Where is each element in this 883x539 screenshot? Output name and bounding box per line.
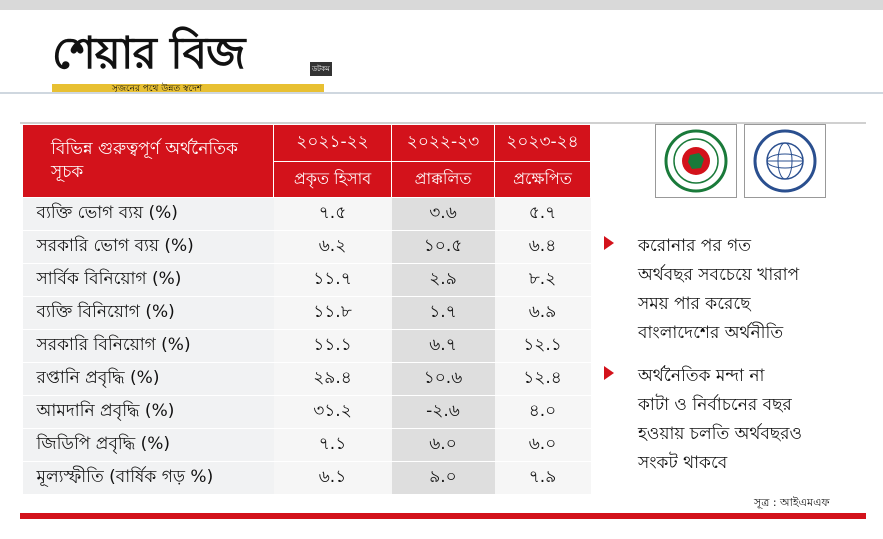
table-row: ব্যক্তি বিনিয়োগ (%) ১১.৮ ১.৭ ৬.৯	[22, 296, 591, 330]
key-point-text: করোনার পর গত অর্থবছর সবচেয়ে খারাপ সময় …	[638, 236, 800, 343]
table-row: রপ্তানি প্রবৃদ্ধি (%) ২৯.৪ ১০.৬ ১২.৪	[22, 362, 591, 396]
logo-tagline: সৃজনের পথে উন্নত স্বদেশ	[112, 84, 203, 94]
logo-underline-bar	[52, 84, 324, 94]
cell-value: -২.৬	[391, 395, 495, 429]
key-point-text: অর্থনৈতিক মন্দা না কাটা ও নির্বাচনের বছর…	[638, 366, 803, 473]
cell-value: ১.৭	[391, 296, 495, 330]
cell-value: ৬.৯	[494, 296, 591, 330]
cell-value: ১১.১	[273, 329, 392, 363]
row-label: রপ্তানি প্রবৃদ্ধি (%)	[22, 362, 274, 396]
top-strip	[0, 0, 883, 10]
row-label: ব্যক্তি ভোগ ব্যয় (%)	[22, 197, 274, 231]
cell-value: ৬.০	[391, 428, 495, 462]
cell-value: ৯.০	[391, 461, 495, 495]
year-header: ২০২৩-২৪	[494, 124, 591, 162]
table-row: মূল্যস্ফীতি (বার্ষিক গড় %) ৬.১ ৯.০ ৭.৯	[22, 461, 591, 495]
cell-value: ৮.২	[494, 263, 591, 297]
row-label: সরকারি বিনিয়োগ (%)	[22, 329, 274, 363]
site-logo[interactable]: শেয়ার বিজ ডটকম সৃজনের পথে উন্নত স্বদেশ	[52, 28, 332, 96]
table-header-row: বিভিন্ন গুরুত্বপূর্ণ অর্থনৈতিক সূচক ২০২১…	[22, 124, 591, 198]
table-row: ব্যক্তি ভোগ ব্যয় (%) ৭.৫ ৩.৬ ৫.৭	[22, 197, 591, 231]
cell-value: ৪.০	[494, 395, 591, 429]
source-note: সূত্র : আইএমএফ	[754, 496, 830, 509]
header-divider	[0, 92, 883, 94]
cell-value: ৬.১	[273, 461, 392, 495]
cell-value: ৩.৬	[391, 197, 495, 231]
cell-value: ১১.৮	[273, 296, 392, 330]
subheader: প্রকৃত হিসাব	[273, 161, 392, 198]
imf-seal-icon	[753, 129, 817, 193]
cell-value: ১১.৭	[273, 263, 392, 297]
table-row: আমদানি প্রবৃদ্ধি (%) ৩১.২ -২.৬ ৪.০	[22, 395, 591, 429]
imf-emblem	[744, 124, 826, 198]
subheader: প্রক্ষেপিত	[494, 161, 591, 198]
cell-value: ১২.৪	[494, 362, 591, 396]
year-header: ২০২২-২৩	[391, 124, 495, 162]
table-row: জিডিপি প্রবৃদ্ধি (%) ৭.১ ৬.০ ৬.০	[22, 428, 591, 462]
cell-value: ৬.৭	[391, 329, 495, 363]
key-point: করোনার পর গত অর্থবছর সবচেয়ে খারাপ সময় …	[600, 232, 850, 348]
cell-value: ৭.১	[273, 428, 392, 462]
cell-value: ১০.৫	[391, 230, 495, 264]
row-label: আমদানি প্রবৃদ্ধি (%)	[22, 395, 274, 429]
row-label: সরকারি ভোগ ব্যয় (%)	[22, 230, 274, 264]
logo-wordmark: শেয়ার বিজ	[52, 28, 246, 79]
table-header-label: বিভিন্ন গুরুত্বপূর্ণ অর্থনৈতিক সূচক	[22, 124, 274, 198]
bullet-arrow-icon	[604, 236, 614, 250]
bangladesh-govt-seal-icon	[664, 129, 728, 193]
year-header: ২০২১-২২	[273, 124, 392, 162]
key-points: করোনার পর গত অর্থবছর সবচেয়ে খারাপ সময় …	[600, 232, 850, 492]
cell-value: ৬.২	[273, 230, 392, 264]
cell-value: ৫.৭	[494, 197, 591, 231]
logo-badge: ডটকম	[310, 62, 332, 76]
row-label: মূল্যস্ফীতি (বার্ষিক গড় %)	[22, 461, 274, 495]
cell-value: ২৯.৪	[273, 362, 392, 396]
cell-value: ২.৯	[391, 263, 495, 297]
bangladesh-govt-emblem	[655, 124, 737, 198]
row-label: জিডিপি প্রবৃদ্ধি (%)	[22, 428, 274, 462]
bullet-arrow-icon	[604, 366, 614, 380]
table-row: সরকারি ভোগ ব্যয় (%) ৬.২ ১০.৫ ৬.৪	[22, 230, 591, 264]
key-point: অর্থনৈতিক মন্দা না কাটা ও নির্বাচনের বছর…	[600, 362, 850, 478]
indicators-table: বিভিন্ন গুরুত্বপূর্ণ অর্থনৈতিক সূচক ২০২১…	[22, 124, 591, 495]
cell-value: ৬.৪	[494, 230, 591, 264]
table-row: সরকারি বিনিয়োগ (%) ১১.১ ৬.৭ ১২.১	[22, 329, 591, 363]
cell-value: ১০.৬	[391, 362, 495, 396]
cell-value: ৩১.২	[273, 395, 392, 429]
row-label: সার্বিক বিনিয়োগ (%)	[22, 263, 274, 297]
row-label: ব্যক্তি বিনিয়োগ (%)	[22, 296, 274, 330]
cell-value: ৭.৯	[494, 461, 591, 495]
cell-value: ১২.১	[494, 329, 591, 363]
bottom-red-rule	[20, 513, 866, 519]
cell-value: ৭.৫	[273, 197, 392, 231]
table-row: সার্বিক বিনিয়োগ (%) ১১.৭ ২.৯ ৮.২	[22, 263, 591, 297]
header: শেয়ার বিজ ডটকম সৃজনের পথে উন্নত স্বদেশ	[0, 10, 883, 94]
cell-value: ৬.০	[494, 428, 591, 462]
subheader: প্রাক্কলিত	[391, 161, 495, 198]
table-subheader-row: প্রকৃত হিসাব প্রাক্কলিত প্রক্ষেপিত	[23, 161, 591, 198]
